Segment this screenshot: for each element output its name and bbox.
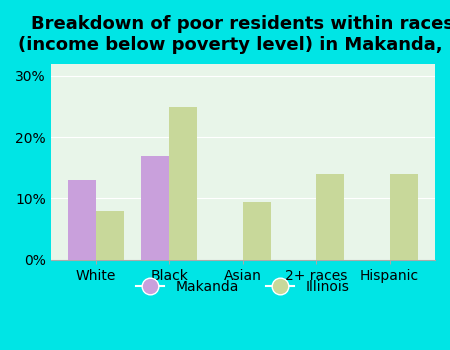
Bar <box>68 180 96 260</box>
Legend: Makanda, Illinois: Makanda, Illinois <box>131 275 355 300</box>
Bar <box>96 211 124 260</box>
Title: Breakdown of poor residents within races
(income below poverty level) in Makanda: Breakdown of poor residents within races… <box>18 15 450 54</box>
Bar <box>243 202 271 260</box>
Bar <box>141 156 169 260</box>
Bar <box>316 174 344 260</box>
Bar <box>390 174 418 260</box>
Bar <box>169 107 197 260</box>
